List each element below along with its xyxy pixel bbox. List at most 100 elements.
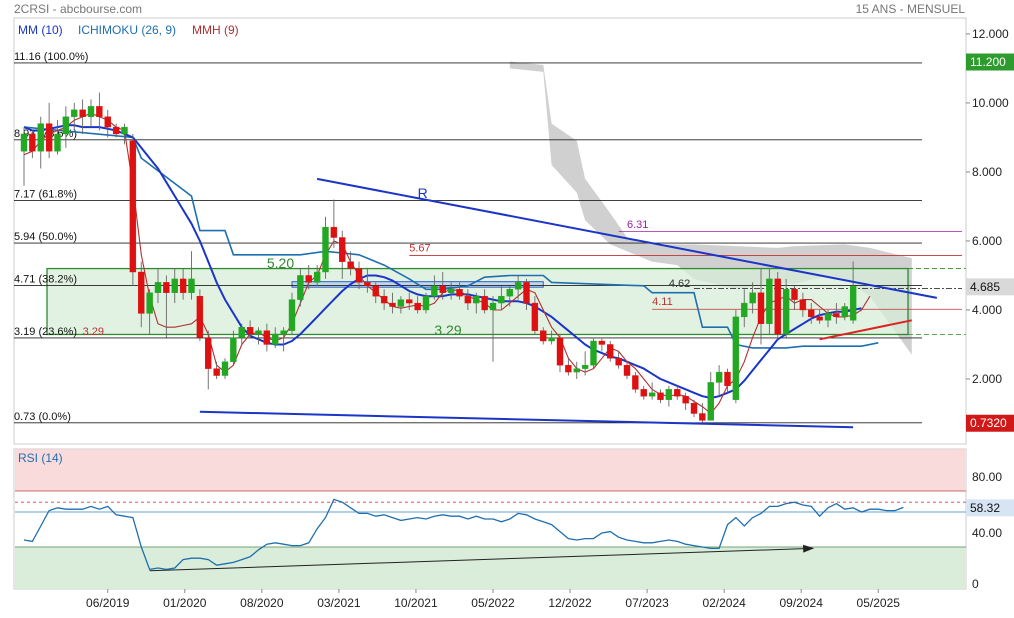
rsi-axis-label: 80.00 (972, 470, 1002, 484)
candle-body (280, 330, 287, 335)
time-axis-label: 02/2024 (702, 596, 746, 610)
candle (146, 289, 153, 335)
annotation-0: R (418, 185, 428, 201)
candle (573, 361, 580, 379)
time-axis-label: 07/2023 (625, 596, 669, 610)
rsi-title: RSI (14) (18, 451, 63, 465)
candle-body (380, 295, 388, 304)
trendline-resistance-R (316, 177, 938, 299)
candle (456, 282, 463, 300)
candle-body (749, 292, 756, 304)
candle-body (339, 237, 346, 262)
candle-body (431, 285, 438, 297)
candle (632, 372, 639, 393)
candle (849, 261, 857, 324)
candle-body (782, 289, 790, 335)
rsi-divergence-arrowhead (803, 544, 815, 553)
candle (749, 282, 756, 314)
candle-body (824, 313, 832, 321)
rsi-axis-label: 0 (972, 577, 979, 591)
candle (540, 327, 547, 345)
candle-body (397, 299, 405, 307)
candle (598, 337, 606, 352)
candle (422, 292, 430, 314)
candle-body (246, 327, 254, 335)
annotation-1: 5.20 (267, 255, 294, 271)
candle-body (757, 292, 765, 324)
candle (163, 275, 170, 338)
price-axis-label: 6.000 (972, 234, 1002, 248)
candle (523, 278, 530, 310)
candle (280, 327, 287, 352)
time-axis-label: 05/2022 (471, 596, 515, 610)
fib-label-5: 3.19 (23.6%) (14, 326, 77, 338)
rsi-line (23, 498, 904, 571)
candle-body (29, 133, 36, 152)
candle-body (464, 295, 472, 304)
candle-body (590, 340, 597, 366)
candle-body (305, 275, 312, 283)
fib-label-0: 11.16 (100.0%) (14, 51, 88, 63)
candle-body (657, 392, 664, 400)
candle-body (104, 116, 111, 128)
candle-body (288, 299, 296, 331)
candle-body (774, 278, 781, 335)
candle (188, 251, 195, 300)
time-axis-label: 05/2025 (857, 596, 901, 610)
candle-body (674, 389, 681, 397)
candle-body (355, 268, 363, 283)
candle (255, 327, 262, 345)
candle (816, 309, 823, 324)
trendline-lower-channel (199, 410, 854, 429)
time-axis-label: 09/2024 (780, 596, 824, 610)
candle (96, 92, 103, 131)
candle (640, 385, 647, 400)
candle-body (632, 375, 639, 390)
candle (757, 268, 765, 345)
candle-body (489, 302, 497, 311)
candle (414, 296, 421, 314)
candle-body (799, 299, 807, 311)
rsi-divergence-line (149, 547, 812, 572)
candle (305, 265, 312, 290)
candle (339, 230, 346, 279)
candle-body (313, 271, 321, 283)
candle (481, 289, 488, 314)
candle-body (732, 316, 740, 400)
candle-body (791, 289, 798, 300)
indicator-mm-label: MM (10) (18, 23, 63, 37)
candle (732, 309, 740, 404)
candle (674, 385, 681, 400)
candle (715, 365, 723, 397)
candle (447, 282, 455, 300)
candle (389, 292, 396, 314)
candle (246, 320, 254, 338)
candle-body (188, 278, 195, 293)
main-panel-frame (13, 17, 967, 445)
candle (288, 292, 296, 335)
candle (615, 351, 622, 369)
candle-body (565, 364, 572, 373)
candle-body (456, 289, 463, 297)
candle-body (238, 327, 245, 338)
candle-body (79, 109, 86, 117)
candle (665, 385, 673, 407)
candle (138, 261, 145, 328)
candle-body (20, 133, 28, 152)
candle (45, 102, 53, 159)
candle-body (255, 330, 262, 335)
rsi-last-value-badge: 58.32 (970, 501, 1000, 515)
candle-body (389, 302, 396, 307)
candle-body (297, 275, 304, 300)
candle (774, 272, 781, 342)
candle-body (833, 313, 840, 318)
last-price-badge: 4.685 (970, 280, 1000, 294)
candle-body (531, 302, 539, 331)
candle (20, 127, 28, 186)
price-axis-label: 2.000 (972, 372, 1002, 386)
candle-body (439, 285, 446, 293)
candle-body (648, 392, 656, 397)
candle (230, 330, 237, 366)
candle (657, 389, 664, 404)
candle (682, 392, 689, 411)
